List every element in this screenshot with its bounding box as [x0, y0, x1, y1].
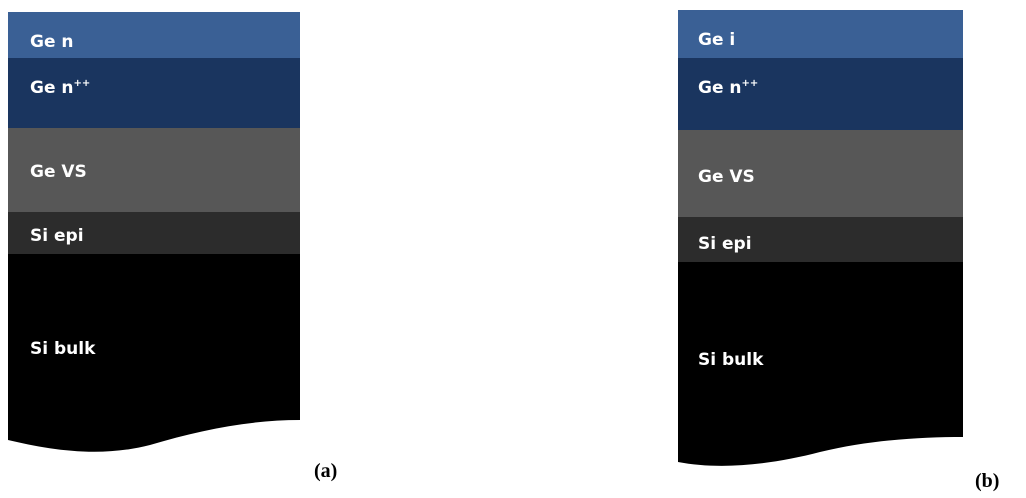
layer-label: Ge VS — [698, 167, 755, 187]
layer-label: Si bulk — [30, 339, 96, 359]
layer — [8, 212, 300, 255]
superscript: ++ — [74, 78, 91, 89]
superscript: ++ — [742, 78, 759, 89]
layer-label: Si bulk — [698, 350, 764, 370]
layer-label: Si epi — [698, 234, 752, 254]
panel-b: Ge i Ge n++ Ge VS Si epi Si bulk (b) — [678, 10, 999, 492]
layer — [678, 130, 963, 218]
layer — [8, 128, 300, 213]
layer-label: Ge i — [698, 30, 735, 50]
caption: (a) — [314, 460, 337, 482]
layer — [678, 58, 963, 131]
layer-label: Ge n — [30, 32, 74, 52]
layer-label: Si epi — [30, 226, 84, 246]
layer-label: Ge n++ — [30, 78, 90, 98]
layer — [8, 58, 300, 129]
layer — [678, 262, 963, 466]
layer-label: Ge n — [698, 78, 742, 98]
layer-label: Ge n — [30, 78, 74, 98]
layer — [678, 217, 963, 263]
panel-a: Ge n Ge n++ Ge VS Si epi Si bulk (a) — [8, 12, 337, 482]
layer-label: Ge n++ — [698, 78, 758, 98]
layer-label: Ge VS — [30, 162, 87, 182]
layer — [678, 10, 963, 59]
caption: (b) — [975, 470, 999, 492]
layer — [8, 12, 300, 59]
layer — [8, 254, 300, 452]
